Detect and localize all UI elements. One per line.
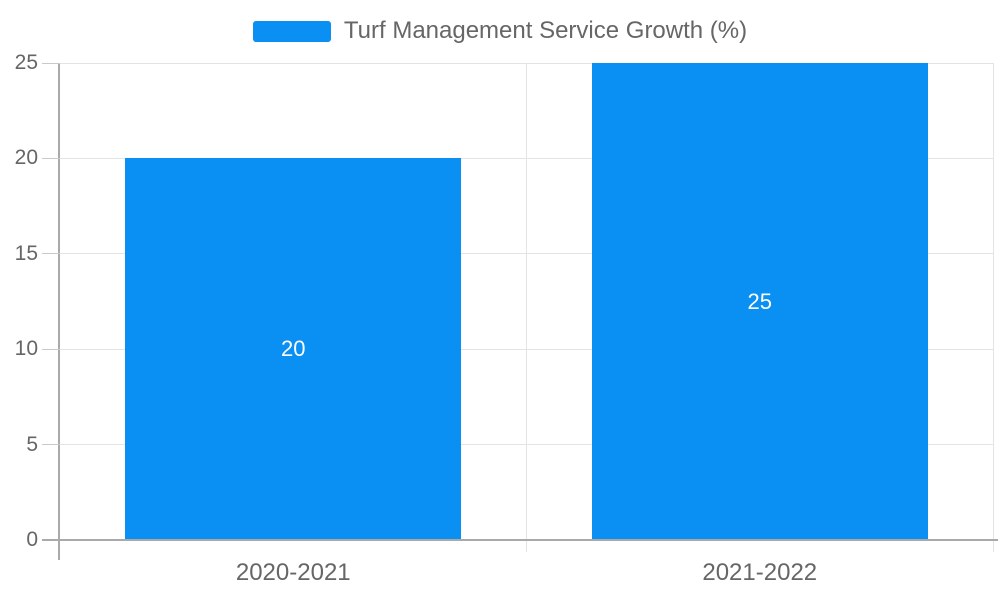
y-axis-tick	[42, 62, 60, 64]
bar-2021-2022[interactable]: 25	[591, 63, 928, 540]
gridline-vertical	[526, 63, 527, 552]
y-axis-tick	[42, 444, 60, 446]
y-axis-tick	[42, 253, 60, 255]
bar-2020-2021[interactable]: 20	[125, 158, 462, 540]
y-axis-line	[58, 63, 60, 560]
legend-item[interactable]: Turf Management Service Growth (%)	[252, 17, 748, 45]
bar-value-label: 25	[747, 288, 772, 314]
y-axis-tick	[42, 348, 60, 350]
y-axis-tick	[42, 157, 60, 159]
x-axis-line	[42, 539, 998, 541]
legend-label: Turf Management Service Growth (%)	[343, 17, 748, 44]
y-tick-label: 25	[14, 51, 38, 74]
x-axis-label: 2020-2021	[235, 559, 351, 586]
legend-swatch	[252, 20, 331, 42]
y-tick-label: 15	[14, 241, 38, 265]
gridline-vertical	[992, 63, 994, 552]
legend: Turf Management Service Growth (%)	[0, 17, 1000, 45]
y-tick-label: 0	[26, 528, 38, 551]
bar-value-label: 20	[280, 336, 306, 362]
x-axis-label: 2021-2022	[702, 559, 818, 586]
y-tick-label: 20	[14, 146, 38, 170]
y-tick-label: 5	[26, 432, 38, 456]
y-tick-label: 10	[14, 337, 38, 361]
